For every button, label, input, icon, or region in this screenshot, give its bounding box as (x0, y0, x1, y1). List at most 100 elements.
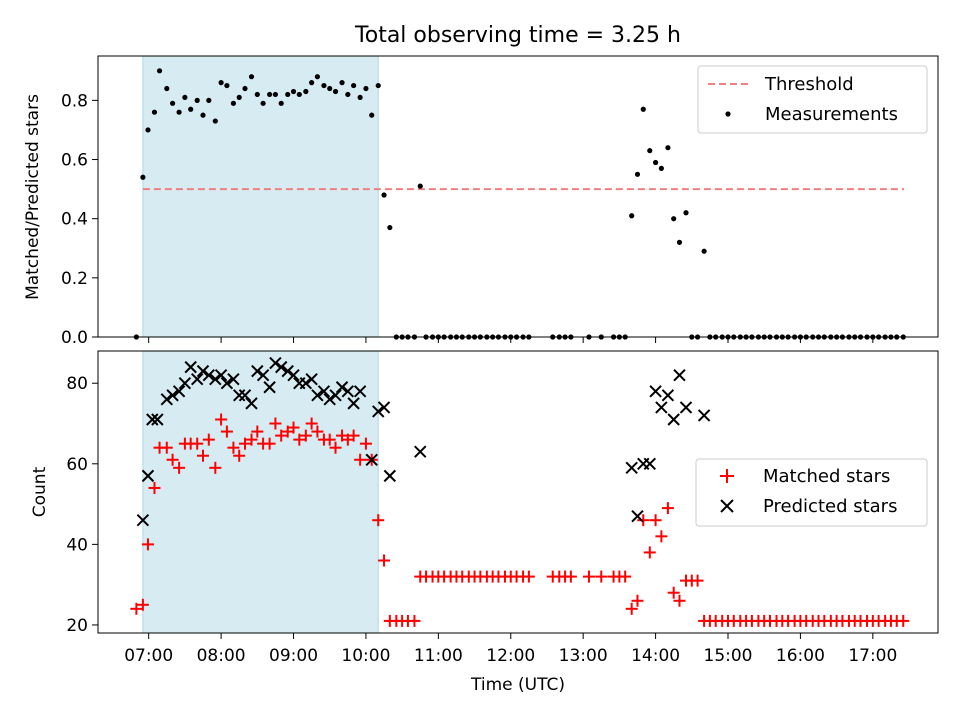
x-tick-label: 09:00 (269, 646, 318, 666)
predicted-star-point (377, 401, 391, 414)
predicted-star-point (190, 372, 204, 386)
legend-predicted-swatch (720, 499, 734, 513)
measurement-point (357, 94, 363, 101)
predicted-star-point (365, 453, 378, 466)
bottom-y-ticks: 20 40 60 80 (66, 374, 98, 636)
measurement-point (182, 94, 188, 101)
matched-star-point (251, 425, 264, 438)
predicted-star-point (631, 509, 644, 523)
x-tick-label: 11:00 (414, 646, 463, 666)
measurement-point (290, 88, 297, 95)
predicted-star-point (232, 389, 246, 402)
predicted-star-point (274, 360, 288, 374)
matched-star-point (595, 570, 608, 583)
predicted-star-point (146, 413, 159, 426)
predicted-star-point (673, 368, 686, 382)
predicted-star-point (202, 368, 216, 382)
matched-star-point (655, 530, 668, 543)
predicted-star-point (141, 469, 155, 483)
predicted-star-point (184, 360, 197, 374)
matched-star-point (209, 461, 222, 474)
predicted-star-point (372, 405, 385, 418)
x-tick-label: 15:00 (704, 646, 753, 666)
matched-star-point (191, 437, 204, 450)
y-tick-label: 60 (66, 455, 88, 475)
predicted-star-point (383, 469, 397, 483)
legend-matched-label: Matched stars (763, 466, 890, 487)
predicted-star-point (238, 389, 252, 402)
predicted-star-point (667, 413, 680, 426)
predicted-star-point (281, 364, 294, 378)
legend-predicted-label: Predicted stars (763, 496, 897, 517)
y-tick-label: 0.0 (61, 328, 88, 348)
measurement-point (647, 148, 653, 154)
predicted-star-point (220, 377, 234, 390)
matched-star-point (354, 453, 367, 466)
measurement-point (363, 85, 369, 92)
predicted-star-point (227, 372, 240, 386)
legend-measurements-label: Measurements (765, 104, 898, 125)
matched-stars-series (130, 413, 910, 627)
top-x-ticks (148, 337, 874, 343)
matched-star-point (347, 429, 360, 442)
predicted-star-point (256, 368, 270, 382)
bottom-x-ticks: 07:00 08:00 09:00 10:00 11:00 12:00 13:00 14:00… (124, 633, 897, 666)
matched-star-point (197, 449, 209, 462)
measurement-point (164, 85, 170, 92)
measurement-point (224, 82, 230, 89)
measurement-point (345, 91, 351, 98)
predicted-star-point (160, 393, 174, 406)
measurement-point (634, 171, 641, 177)
y-tick-label: 0.4 (61, 210, 88, 230)
matched-star-point (359, 437, 372, 450)
matched-star-point (378, 554, 391, 567)
predicted-star-point (251, 364, 264, 378)
x-tick-label: 07:00 (124, 646, 173, 666)
predicted-star-point (136, 513, 150, 527)
matched-star-point (522, 570, 535, 583)
measurement-point (285, 91, 291, 98)
top-y-ticks: 0.0 0.2 0.4 0.6 0.8 (61, 91, 98, 348)
top-legend: Threshold Measurements (697, 65, 928, 134)
y-tick-label: 40 (66, 535, 88, 555)
x-tick-label: 13:00 (559, 646, 608, 666)
predicted-star-point (172, 385, 186, 398)
y-tick-label: 0.2 (61, 269, 88, 289)
predicted-star-point (196, 364, 210, 378)
predicted-star-point (329, 389, 342, 402)
matched-star-point (643, 546, 656, 559)
measurement-point (254, 91, 260, 98)
predicted-star-point (311, 389, 324, 402)
matched-star-point (305, 417, 318, 430)
predicted-star-point (166, 389, 179, 402)
measurement-point (314, 74, 321, 80)
predicted-star-point (305, 372, 318, 386)
y-tick-label: 0.8 (61, 91, 88, 111)
predicted-star-point (697, 409, 711, 422)
matched-star-point (202, 433, 215, 446)
measurement-point (278, 100, 284, 106)
legend-threshold-label: Threshold (764, 74, 854, 95)
matched-star-point (141, 538, 154, 551)
predicted-star-point (655, 401, 668, 414)
predicted-star-point (214, 368, 228, 382)
matched-star-point (148, 481, 161, 494)
measurement-point (303, 88, 309, 95)
measurement-point (321, 82, 327, 89)
measurement-point (206, 97, 212, 103)
predicted-star-point (341, 385, 355, 398)
x-axis-label: Time (UTC) (470, 675, 565, 695)
measurement-point (351, 82, 357, 89)
predicted-star-point (299, 377, 313, 390)
matched-star-point (227, 441, 240, 454)
measurement-point (296, 91, 302, 98)
measurement-point (176, 109, 182, 115)
matched-star-point (160, 441, 173, 454)
measurement-point (417, 183, 423, 189)
measurement-point (381, 192, 387, 198)
measurement-point (332, 88, 339, 95)
matched-star-point (287, 421, 300, 434)
predicted-star-point (317, 385, 331, 398)
matched-star-point (897, 614, 910, 627)
